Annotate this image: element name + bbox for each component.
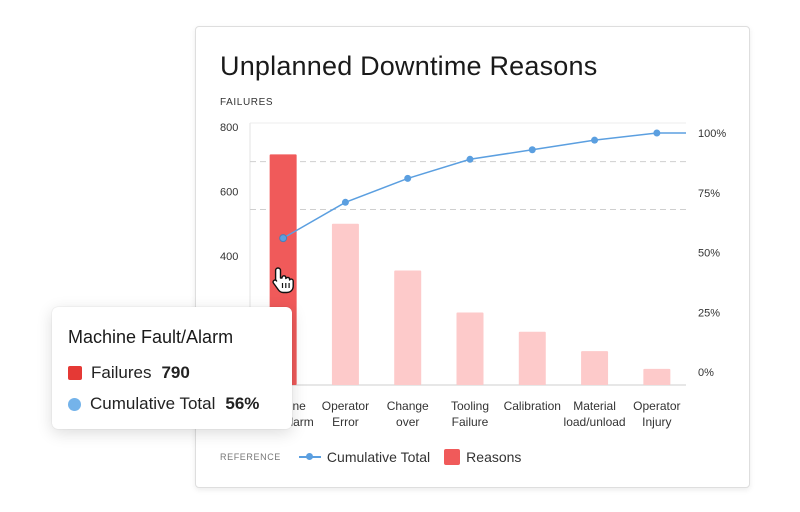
failures-swatch-icon	[68, 366, 82, 380]
bar[interactable]	[581, 351, 609, 385]
y2-tick-label: 75%	[698, 188, 720, 200]
tooltip-cumulative-row: Cumulative Total 56%	[68, 394, 259, 414]
bar[interactable]	[331, 223, 359, 385]
legend-reasons-label: Reasons	[466, 449, 522, 465]
cumulative-point[interactable]	[341, 198, 349, 206]
x-tick-label: Error	[332, 415, 359, 429]
bar[interactable]	[643, 368, 671, 385]
y-axis-title: FAILURES	[220, 97, 274, 108]
tooltip-cumulative-value: 56%	[225, 394, 260, 413]
y2-tick-label: 25%	[698, 307, 720, 319]
y-tick-label: 600	[220, 187, 238, 199]
cumulative-line	[282, 132, 686, 239]
bar[interactable]	[456, 312, 484, 385]
x-tick-label: Failure	[452, 415, 489, 429]
y-tick-label: 800	[220, 122, 238, 134]
tooltip-failures-label: Failures	[91, 363, 152, 382]
chart-tooltip: Machine Fault/Alarm Failures 790 Cumulat…	[52, 307, 292, 429]
cumulative-point[interactable]	[279, 234, 288, 243]
legend-item-reasons[interactable]: Reasons	[444, 449, 521, 465]
line-marker-icon	[298, 452, 321, 462]
chart-title: Unplanned Downtime Reasons	[220, 51, 598, 81]
cumulative-swatch-icon	[68, 397, 81, 411]
x-tick-label: Operator	[322, 399, 369, 413]
cumulative-point[interactable]	[466, 155, 474, 163]
tooltip-title: Machine Fault/Alarm	[68, 327, 234, 347]
legend-cumulative-label: Cumulative Total	[326, 449, 431, 465]
legend-item-cumulative[interactable]: Cumulative Total	[298, 449, 431, 465]
x-tick-label: over	[396, 415, 419, 429]
cumulative-point[interactable]	[591, 136, 599, 144]
x-tick-label: Tooling	[451, 399, 489, 413]
y-tick-label: 400	[220, 251, 238, 263]
cumulative-point[interactable]	[528, 146, 536, 154]
x-tick-label: load/unload	[564, 415, 626, 429]
x-tick-label: Operator	[633, 399, 680, 413]
x-tick-label: Calibration	[504, 399, 561, 413]
cumulative-point[interactable]	[404, 174, 412, 182]
bar[interactable]	[394, 270, 422, 385]
cumulative-point[interactable]	[653, 129, 661, 137]
hand-cursor-icon	[272, 267, 294, 294]
y2-tick-label: 0%	[698, 367, 714, 379]
x-tick-label: Change	[387, 399, 429, 413]
legend-reference-label: REFERENCE	[220, 452, 281, 462]
x-tick-label: Material	[573, 399, 616, 413]
bar[interactable]	[518, 331, 546, 385]
x-tick-label: Injury	[642, 415, 671, 429]
legend: REFERENCE Cumulative Total Reasons	[220, 449, 535, 465]
tooltip-failures-value: 790	[161, 363, 190, 382]
tooltip-cumulative-label: Cumulative Total	[90, 394, 216, 413]
y2-tick-label: 50%	[698, 248, 720, 260]
square-marker-icon	[444, 449, 461, 465]
tooltip-failures-row: Failures 790	[68, 363, 190, 383]
y2-tick-label: 100%	[698, 128, 726, 140]
